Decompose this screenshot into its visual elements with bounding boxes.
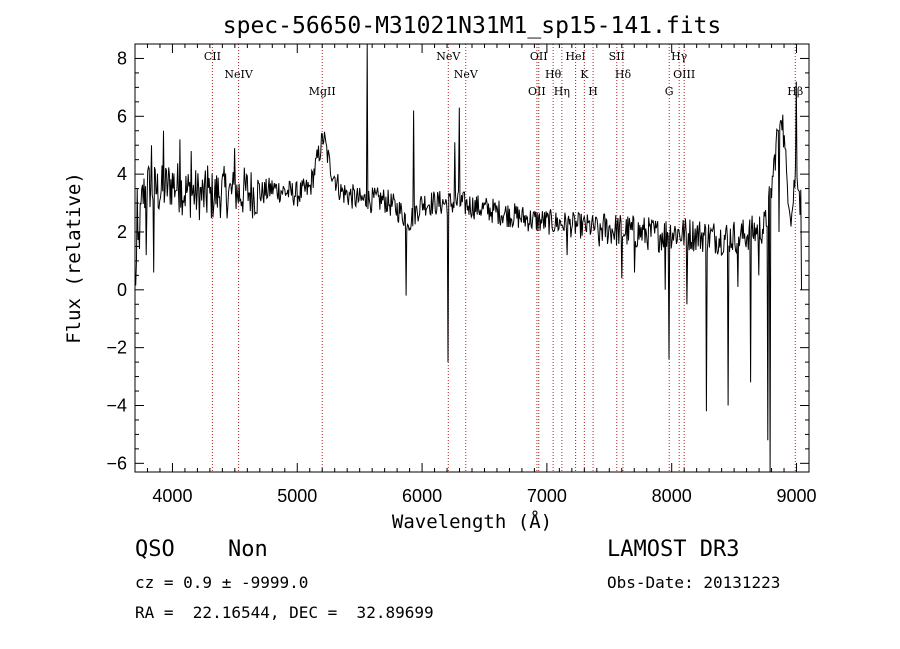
emission-line-label: MgII <box>309 85 336 98</box>
spectrum-series <box>134 43 802 473</box>
redshift-text: cz = 0.9 ± -9999.0 <box>135 573 309 592</box>
emission-line-label: NeV <box>436 50 461 63</box>
y-tick-label: 4 <box>117 164 127 184</box>
ra-dec-text: RA = 22.16544, DEC = 32.89699 <box>135 603 434 622</box>
emission-line-label: HeI <box>565 50 585 63</box>
x-tick-label: 4000 <box>152 486 192 506</box>
survey-label: LAMOST DR3 <box>607 537 740 562</box>
y-axis: −6 −4 −2 0 2 4 6 8 <box>106 48 809 473</box>
obs-date-text: Obs-Date: 20131223 <box>607 573 781 592</box>
emission-line-label: NeIV <box>224 68 253 81</box>
x-tick-label: 6000 <box>402 486 442 506</box>
emission-line-label: Hδ <box>615 68 632 81</box>
y-tick-label: 8 <box>117 48 127 68</box>
emission-line-label: G <box>665 85 674 98</box>
y-tick-label: −2 <box>106 338 127 358</box>
emission-line-label: H <box>588 85 598 98</box>
chart-title: spec-56650-M31021N31M1_sp15-141.fits <box>223 13 722 39</box>
emission-line-label: Hη <box>554 85 570 98</box>
emission-line-label: OII <box>528 85 546 98</box>
x-tick-label: 7000 <box>527 486 567 506</box>
x-tick-label: 9000 <box>776 486 816 506</box>
x-tick-label: 5000 <box>277 486 317 506</box>
y-tick-label: −6 <box>106 453 127 473</box>
emission-line-label: SII <box>609 50 625 63</box>
y-tick-label: 6 <box>117 106 127 126</box>
y-tick-label: −4 <box>106 395 127 415</box>
x-axis-label: Wavelength (Å) <box>392 510 552 533</box>
subclass-label: Non <box>228 537 268 562</box>
emission-line-label: Hγ <box>671 50 688 63</box>
emission-line-label: Hθ <box>545 68 562 81</box>
x-axis: 4000 5000 6000 7000 8000 9000 <box>146 44 817 506</box>
emission-line-label: NeV <box>454 68 479 81</box>
emission-line-label: K <box>580 68 589 81</box>
x-tick-label: 8000 <box>652 486 692 506</box>
emission-line-label: CII <box>204 50 221 63</box>
emission-line-label: Hβ <box>787 85 803 98</box>
y-tick-label: 2 <box>117 222 127 242</box>
class-label: QSO <box>135 537 175 562</box>
y-axis-label: Flux (relative) <box>63 172 85 344</box>
emission-line-label: OIII <box>673 68 695 81</box>
plot-frame <box>134 43 810 473</box>
emission-line-label: OII <box>530 50 548 63</box>
y-tick-label: 0 <box>117 280 127 300</box>
spectrum-line <box>134 43 802 473</box>
